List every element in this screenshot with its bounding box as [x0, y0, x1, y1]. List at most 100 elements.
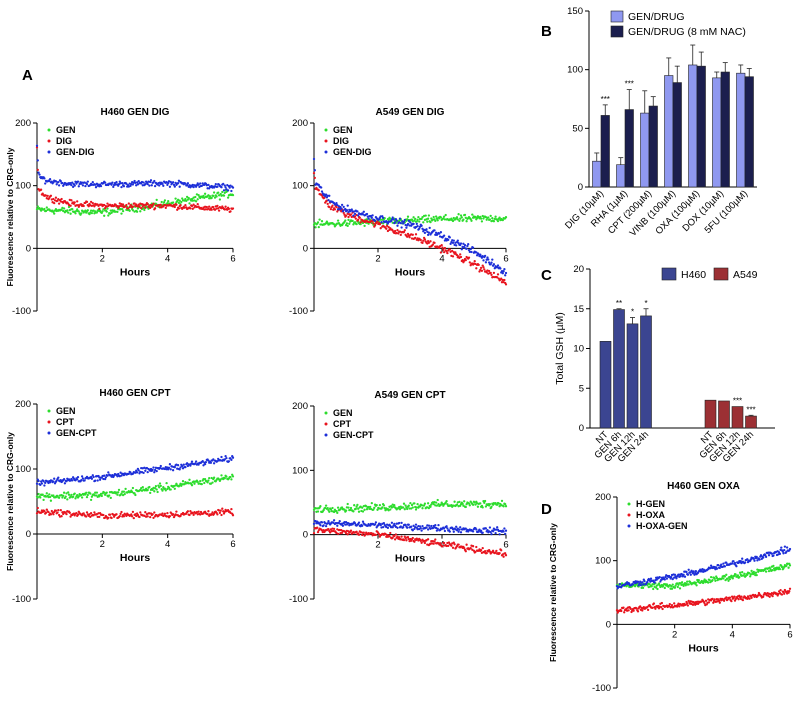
data-point	[351, 219, 354, 223]
data-point	[106, 474, 109, 477]
data-point	[115, 181, 118, 184]
data-point	[202, 478, 205, 481]
data-point	[326, 194, 329, 197]
data-point	[181, 480, 185, 483]
data-point	[451, 249, 454, 253]
data-point	[65, 492, 68, 495]
legend-marker	[47, 409, 51, 413]
data-point	[182, 463, 185, 466]
data-point	[324, 506, 327, 510]
data-point	[376, 508, 379, 511]
data-point	[91, 181, 94, 184]
data-point	[41, 192, 44, 195]
data-point	[313, 221, 316, 225]
data-point	[403, 218, 406, 222]
data-point	[66, 209, 69, 212]
data-point	[687, 568, 690, 571]
data-point	[735, 565, 738, 568]
data-point	[42, 480, 45, 483]
data-point	[213, 208, 217, 211]
data-point	[167, 486, 171, 489]
data-point	[108, 513, 112, 516]
data-point	[485, 271, 488, 274]
data-point	[406, 536, 410, 539]
data-point	[432, 542, 435, 545]
data-point	[162, 184, 165, 187]
data-point	[332, 527, 336, 531]
data-point	[121, 181, 124, 185]
data-point	[135, 471, 139, 474]
data-point	[229, 210, 232, 213]
data-point	[407, 523, 410, 526]
data-point	[125, 203, 128, 207]
data-point	[379, 227, 382, 230]
data-point	[54, 509, 58, 512]
y-tick-label: 0	[303, 530, 308, 541]
data-point	[451, 219, 455, 223]
data-point	[363, 508, 366, 511]
data-point	[361, 520, 365, 523]
data-point	[103, 181, 107, 184]
data-point	[741, 571, 744, 574]
data-point	[402, 220, 406, 223]
x-tick-label: 6	[230, 253, 235, 264]
data-point	[161, 512, 164, 515]
legend-marker	[324, 150, 328, 154]
data-point	[57, 476, 60, 479]
data-point	[73, 184, 76, 187]
data-point	[420, 541, 423, 544]
data-point	[85, 183, 89, 186]
data-point	[105, 210, 108, 213]
legend-label: GEN	[56, 125, 76, 135]
data-point	[480, 220, 484, 223]
legend-label: DIG	[333, 136, 349, 146]
data-point	[730, 562, 734, 565]
data-point	[452, 239, 455, 242]
data-point	[230, 458, 233, 462]
data-point	[122, 515, 126, 518]
data-point	[426, 502, 430, 505]
data-point	[420, 529, 423, 532]
legend-swatch	[713, 267, 729, 281]
chart-d: H460 GEN OXA 200 100 0 -100 2 4 6 Hours Fluoresce…	[548, 481, 793, 694]
data-point	[224, 454, 227, 458]
data-point	[394, 533, 398, 536]
data-point	[491, 530, 495, 533]
data-point	[707, 581, 710, 584]
data-point	[354, 217, 357, 220]
data-point	[486, 256, 489, 259]
data-point	[71, 185, 75, 189]
data-point	[369, 505, 372, 509]
data-point	[43, 484, 46, 487]
data-point	[459, 255, 463, 259]
data-point	[45, 197, 48, 200]
data-point	[464, 505, 467, 509]
data-point	[60, 197, 63, 201]
data-point	[336, 506, 340, 509]
data-point	[313, 176, 316, 180]
data-point	[181, 483, 184, 486]
data-point	[216, 185, 219, 188]
data-point	[396, 526, 399, 529]
data-point	[660, 601, 664, 605]
series-gen	[35, 473, 235, 502]
data-point	[38, 173, 41, 176]
data-point	[377, 218, 381, 221]
data-point	[131, 205, 135, 208]
legend-label: H-OXA-GEN	[636, 521, 688, 531]
data-point	[434, 231, 438, 234]
data-point	[357, 507, 360, 510]
data-point	[436, 498, 439, 502]
data-point	[418, 227, 421, 230]
data-point	[489, 530, 492, 534]
data-point	[146, 488, 149, 492]
data-point	[410, 525, 413, 528]
data-point	[469, 546, 472, 550]
data-point	[350, 208, 353, 211]
data-point	[59, 180, 62, 183]
data-point	[328, 205, 331, 209]
data-point	[746, 573, 749, 576]
data-point	[385, 224, 389, 228]
data-point	[191, 207, 194, 210]
data-point	[39, 209, 43, 212]
